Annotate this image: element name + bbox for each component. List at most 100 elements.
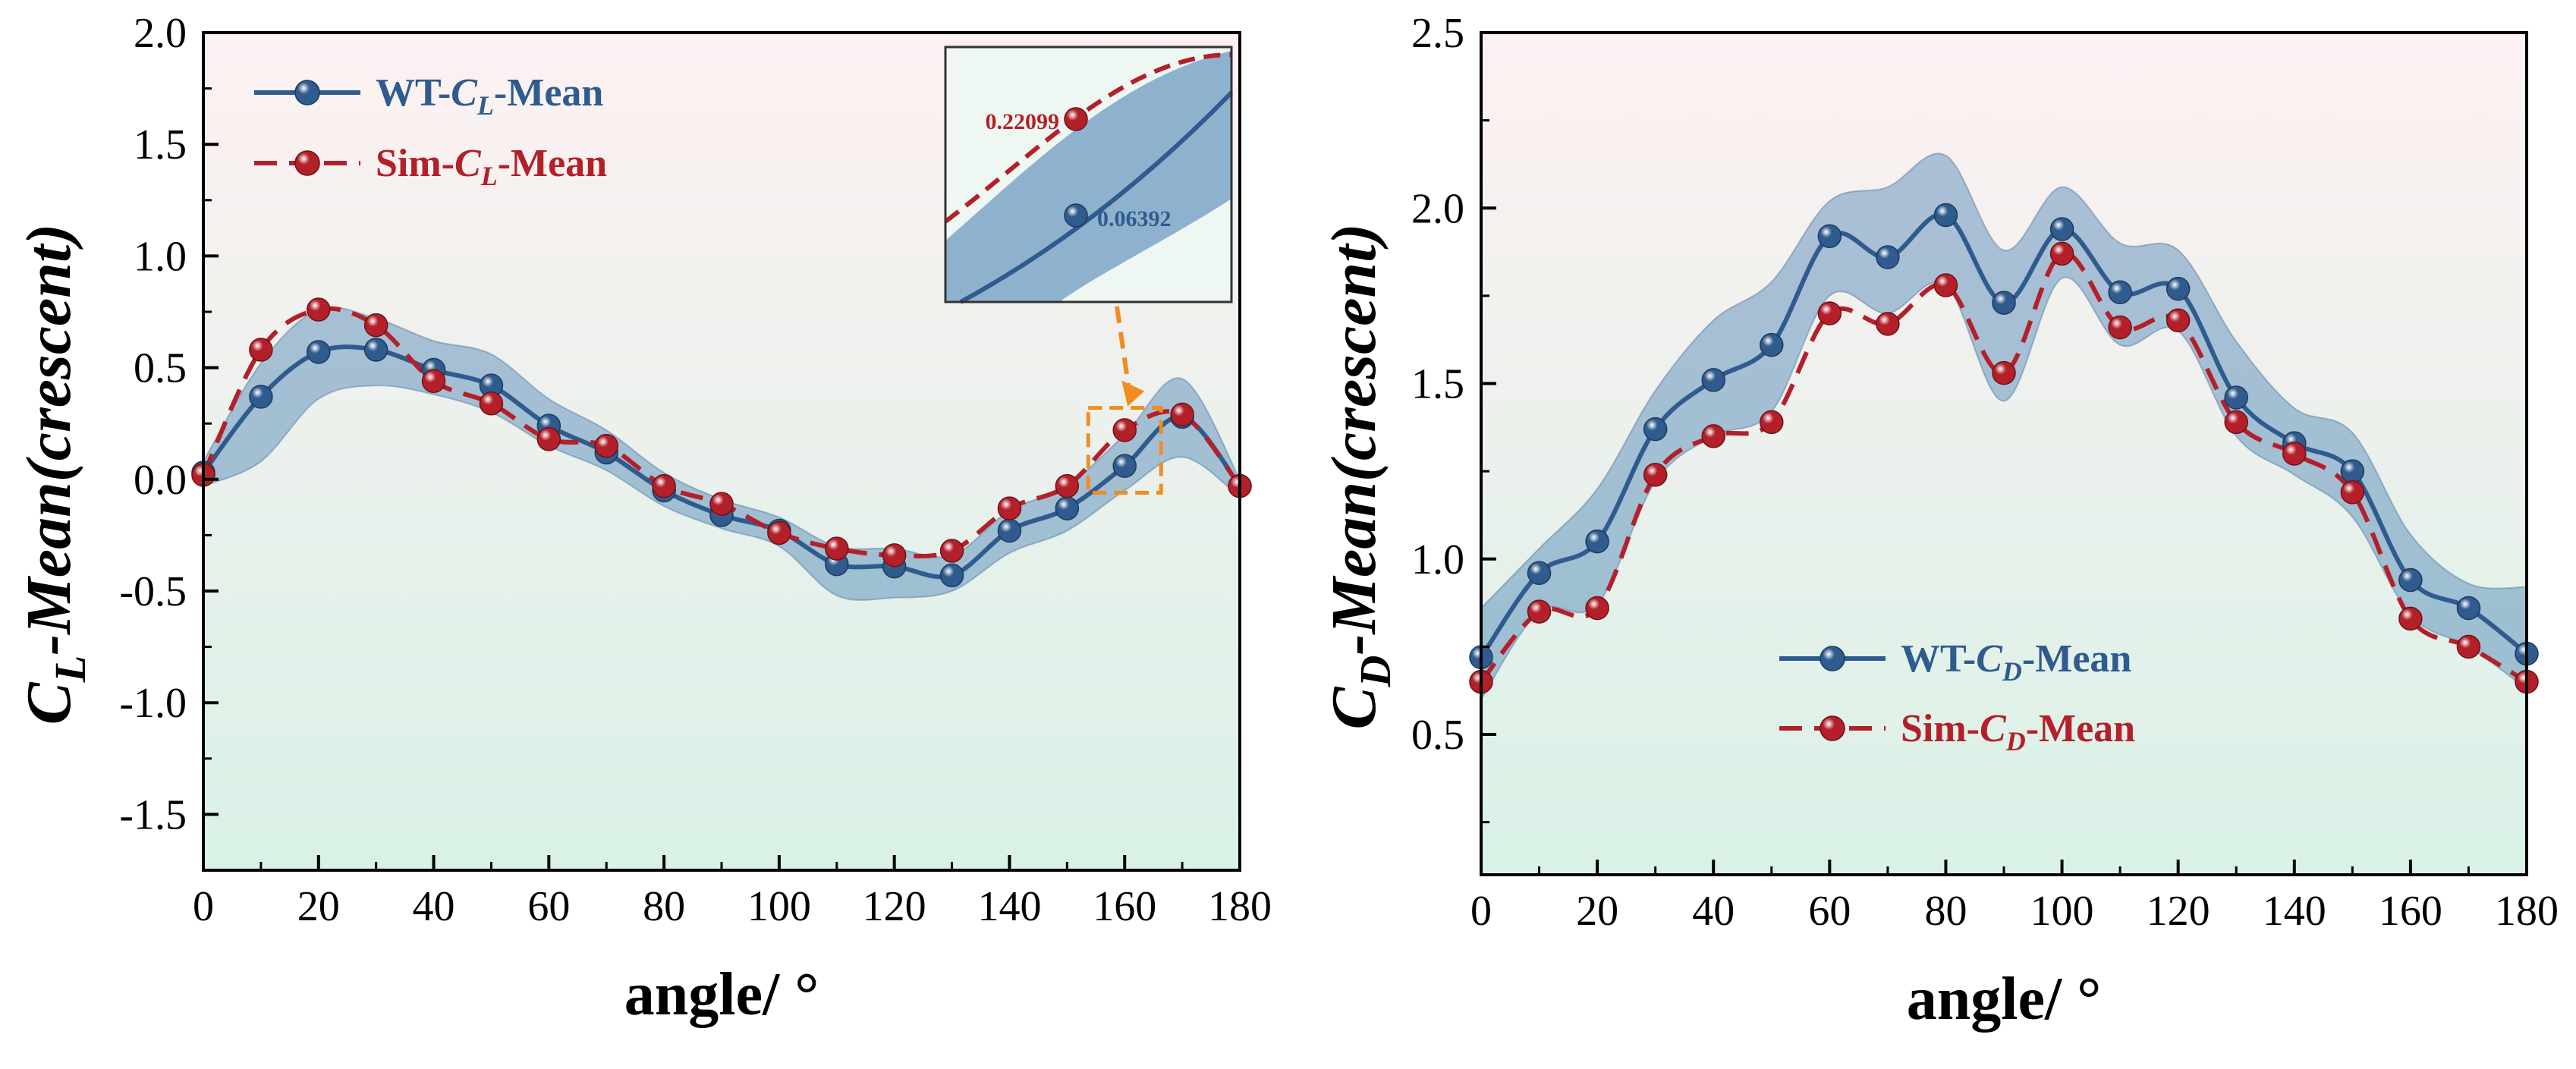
wt-marker-80: [1933, 203, 1958, 228]
x-tick-label: 120: [863, 883, 926, 930]
sim-marker-40: [421, 369, 446, 394]
sim-marker-120: [2166, 308, 2191, 332]
wt-marker-130: [939, 563, 964, 588]
y-tick-label: 2.0: [134, 10, 187, 57]
panel-cd: 0 20 40 60 80 100 120 140 160 180 0.5 1.0 1.5 2.0 2.5 a…: [1319, 10, 2559, 1033]
legend-marker: [1820, 646, 1845, 671]
x-tick-label: 100: [747, 883, 811, 930]
x-tick-label: 120: [2147, 888, 2210, 935]
y-tick-label: 1.5: [1411, 361, 1464, 408]
legend-entry-wt: WT-CL-Mean: [254, 71, 603, 121]
legend-label: WT-CD-Mean: [1901, 637, 2131, 687]
sim-marker-10: [249, 338, 273, 362]
y-tick-label: 1.5: [134, 121, 187, 168]
sim-marker-150: [1055, 473, 1080, 498]
y-tick-label: -1.0: [119, 680, 187, 727]
x-tick-label: 80: [643, 883, 685, 930]
zoom-region-box: [1086, 406, 1163, 495]
x-tick-label: 80: [1924, 888, 1967, 935]
wt-marker-130: [2224, 385, 2248, 410]
zoom-arrow-head: [1121, 380, 1145, 407]
sim-marker-30: [1643, 463, 1668, 487]
sim-marker-80: [1933, 273, 1958, 297]
y-tick-label: 2.0: [1411, 185, 1464, 232]
legend-entry-wt: WT-CD-Mean: [1779, 637, 2131, 687]
y-tick-label: 0.0: [134, 457, 187, 504]
inset-wt-label: 0.06392: [1097, 206, 1172, 231]
x-tick-label: 140: [977, 883, 1041, 930]
inset-sim-label: 0.22099: [986, 109, 1060, 134]
inset-frame: [944, 46, 1233, 303]
x-tick-label: 20: [1576, 888, 1618, 935]
y-axis-title: CL-Mean(crescent): [14, 224, 95, 725]
x-axis-title: angle/ °: [624, 961, 819, 1028]
inset-band: [945, 51, 1231, 302]
sim-marker-160: [2398, 606, 2423, 631]
y-tick-label: 0.5: [1411, 712, 1464, 759]
x-tick-label: 40: [413, 883, 455, 930]
wt-marker-160: [1112, 454, 1137, 478]
wt-marker-140: [997, 518, 1022, 543]
wt-marker-20: [1585, 529, 1609, 554]
wt-marker-50: [1760, 332, 1784, 357]
zoom-inset: 0.22099 0.06392: [944, 46, 1234, 304]
sim-marker-140: [2282, 442, 2307, 466]
sim-marker-40: [1701, 424, 1725, 448]
legend-marker: [1820, 715, 1845, 741]
x-tick-label: 160: [2379, 888, 2442, 935]
x-tick-label: 100: [2030, 888, 2094, 935]
wt-marker-60: [1817, 224, 1842, 248]
inset-sim-marker: [1064, 107, 1088, 131]
wt-marker-70: [1876, 245, 1900, 269]
sim-marker-60: [1817, 301, 1842, 325]
x-tick-label: 20: [297, 883, 340, 930]
sim-marker-100: [767, 520, 791, 546]
sim-marker-110: [2108, 315, 2132, 340]
wt-marker-20: [307, 340, 331, 364]
wt-marker-100: [2049, 217, 2074, 241]
sim-marker-90: [709, 492, 734, 516]
sim-marker-140: [997, 496, 1022, 520]
sim-marker-70: [1876, 312, 1900, 336]
panel-cl: 0 20 40 60 80 100 120 140 160 180 -1.5 -1.0 -0.5 0.0 0…: [14, 10, 1272, 1028]
x-tick-label: 160: [1093, 883, 1156, 930]
wt-marker-40: [1701, 368, 1725, 392]
sim-marker-170: [2456, 634, 2481, 659]
wt-marker-170: [2456, 596, 2481, 621]
sim-marker-160: [1112, 418, 1137, 442]
legend-marker: [294, 80, 320, 105]
sim-marker-20: [307, 297, 331, 322]
y-tick-label: -1.5: [119, 791, 187, 838]
wt-marker-30: [1643, 417, 1668, 442]
wt-marker-150: [2340, 459, 2365, 483]
legend-entry-sim: Sim-CL-Mean: [254, 142, 607, 191]
inset-wt-line: [959, 90, 1234, 304]
x-axis-title: angle/ °: [1907, 966, 2101, 1033]
legend-marker: [294, 150, 320, 176]
legend-entry-sim: Sim-CD-Mean: [1779, 707, 2135, 756]
x-tick-label: 180: [2495, 888, 2559, 935]
sim-marker-50: [479, 391, 504, 416]
x-tick-label: 60: [527, 883, 570, 930]
sim-marker-130: [939, 539, 964, 563]
sim-marker-30: [363, 313, 388, 338]
sim-marker-150: [2340, 480, 2365, 505]
x-tick-label: 0: [193, 883, 214, 930]
y-tick-label: 1.0: [1411, 536, 1464, 583]
legend-label: WT-CL-Mean: [376, 71, 603, 121]
wt-marker-10: [249, 385, 273, 409]
sim-marker-120: [882, 543, 907, 568]
y-tick-label: -0.5: [119, 568, 187, 615]
sim-marker-90: [1992, 360, 2016, 385]
sim-marker-20: [1585, 596, 1609, 621]
y-tick-label: 1.0: [134, 233, 187, 280]
x-tick-label: 60: [1808, 888, 1851, 935]
wt-marker-120: [2166, 276, 2191, 301]
wt-marker-150: [1055, 496, 1080, 520]
sim-marker-110: [825, 536, 849, 561]
inset-sim-line: [944, 52, 1232, 224]
sim-marker-60: [536, 427, 561, 451]
wt-marker-30: [363, 338, 388, 362]
